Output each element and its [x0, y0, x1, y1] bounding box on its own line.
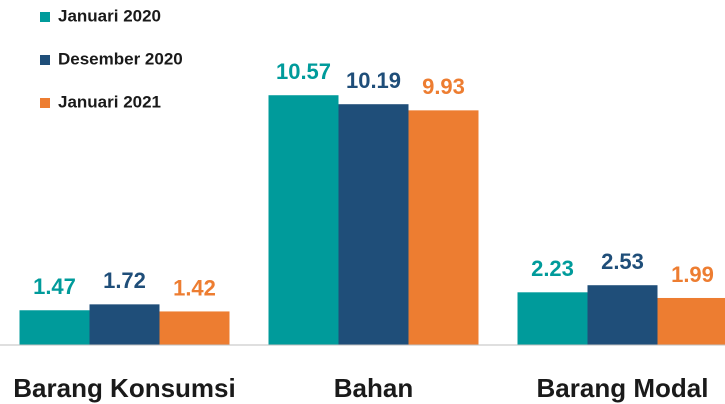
bar — [19, 310, 90, 345]
value-label: 10.57 — [276, 59, 331, 84]
value-label: 1.99 — [671, 262, 714, 287]
value-label: 10.19 — [346, 68, 401, 93]
legend-swatch — [40, 12, 50, 22]
legend-swatch — [40, 98, 50, 108]
x-tick-label: Bahan — [334, 373, 413, 403]
x-tick-label: Barang Modal — [537, 373, 709, 403]
bar — [408, 110, 479, 345]
value-label: 1.42 — [173, 275, 216, 300]
bar — [89, 304, 160, 345]
value-label: 2.53 — [601, 249, 644, 274]
x-tick-label: Barang Konsumsi — [13, 373, 236, 403]
bar — [268, 95, 339, 345]
bar — [338, 104, 409, 346]
bar — [657, 297, 725, 345]
legend-label: Januari 2021 — [58, 92, 161, 111]
value-label: 1.47 — [33, 274, 76, 299]
legend-label: Januari 2020 — [58, 6, 161, 25]
bar — [517, 292, 588, 345]
legend-swatch — [40, 55, 50, 65]
bar — [587, 285, 658, 345]
bar — [159, 311, 230, 345]
value-label: 9.93 — [422, 74, 465, 99]
value-label: 1.72 — [103, 268, 146, 293]
value-label: 2.23 — [531, 256, 574, 281]
legend-label: Desember 2020 — [58, 49, 183, 68]
